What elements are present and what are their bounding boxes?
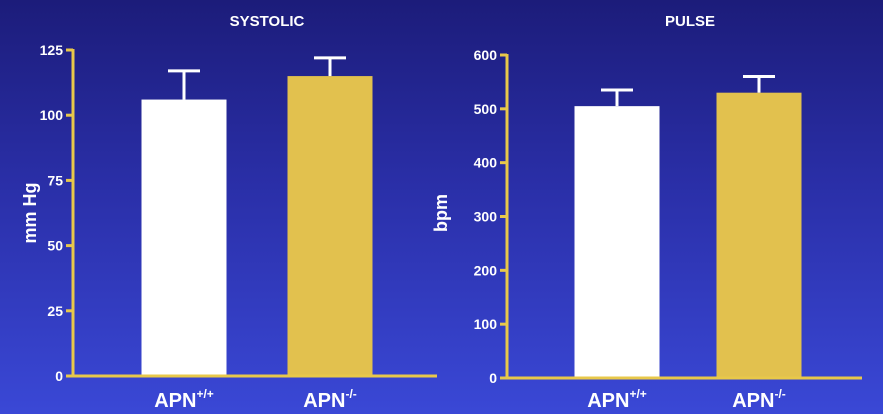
systolic-y-tick-label-50: 50 — [47, 238, 63, 254]
systolic-y-tick-label-25: 25 — [47, 303, 63, 319]
pulse-bar-apn-ko — [716, 92, 802, 378]
systolic-category-label-apn-ko: APN-/- — [303, 387, 357, 412]
pulse-y-tick-label-600: 600 — [474, 47, 498, 63]
pulse-y-tick-label-400: 400 — [474, 155, 498, 171]
systolic-bar-apn-wt — [141, 99, 227, 376]
systolic-y-tick-label-75: 75 — [47, 172, 63, 188]
systolic-y-axis-label: mm Hg — [20, 182, 40, 243]
pulse-category-label-apn-ko: APN-/- — [732, 387, 786, 412]
pulse-y-tick-label-0: 0 — [489, 370, 497, 386]
pulse-y-tick-label-300: 300 — [474, 209, 498, 225]
pulse-category-label-apn-wt: APN+/+ — [587, 387, 647, 412]
systolic-chart-title: SYSTOLIC — [230, 13, 305, 30]
pulse-y-tick-label-500: 500 — [474, 101, 498, 117]
pulse-bar-apn-wt — [574, 106, 660, 379]
pulse-chart-panel: PULSE bpm 0 100 200 300 400 500 600 APN+/+ APN-/- — [431, 13, 862, 412]
systolic-chart-panel: SYSTOLIC mm Hg 0 25 50 75 100 125 APN+/+ APN-/- — [20, 13, 437, 412]
pulse-y-tick-label-100: 100 — [474, 316, 498, 332]
systolic-y-tick-label-100: 100 — [40, 107, 64, 123]
systolic-bar-apn-ko — [287, 76, 373, 376]
systolic-y-tick-label-0: 0 — [55, 368, 63, 384]
systolic-category-label-apn-wt: APN+/+ — [154, 387, 214, 412]
pulse-y-tick-label-200: 200 — [474, 262, 498, 278]
pulse-chart-title: PULSE — [665, 13, 715, 30]
systolic-y-tick-label-125: 125 — [40, 42, 64, 58]
pulse-y-axis-label: bpm — [431, 194, 451, 232]
